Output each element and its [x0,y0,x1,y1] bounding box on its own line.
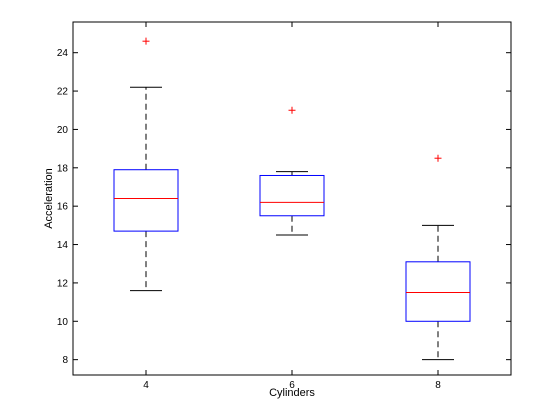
tick-layer: 8 10 12 14 16 18 20 22 24 4 6 8 [57,22,511,391]
outlier-marker [142,37,150,45]
y-tick-label: 14 [57,240,69,251]
outlier-marker [434,154,442,162]
y-axis-label: Acceleration [43,168,55,229]
x-tick-label: 4 [143,380,149,391]
axes-frame [72,21,512,376]
y-tick-label: 18 [57,163,69,174]
boxes-layer [113,37,471,361]
iqr-box [113,169,179,232]
iqr-box [405,261,471,322]
iqr-box [259,174,325,217]
box-group-4 [113,37,179,292]
y-tick-label: 22 [57,87,69,98]
y-tick-label: 20 [57,125,69,136]
y-tick-label: 10 [57,317,69,328]
box-group-6 [259,106,325,236]
outlier-marker [288,106,296,114]
x-tick-label: 6 [289,380,295,391]
box-group-8 [405,154,471,361]
x-tick-label: 8 [435,380,441,391]
y-tick-label: 24 [57,48,69,59]
x-axis-label: Cylinders [269,387,315,399]
y-tick-label: 16 [57,202,69,213]
y-tick-label: 8 [62,355,68,366]
y-tick-label: 12 [57,278,69,289]
